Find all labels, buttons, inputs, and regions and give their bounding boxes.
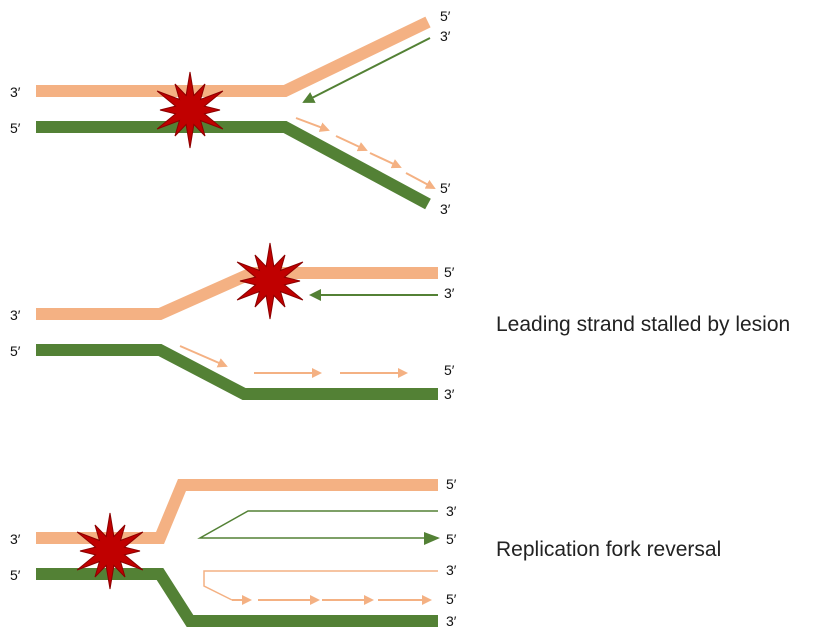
lesion-icon xyxy=(236,242,304,320)
strand-end-label: 3′ xyxy=(10,84,21,100)
nascent-fragment-arrow xyxy=(369,152,402,169)
parental-strand-bottom xyxy=(36,121,431,210)
strand-end-label: 5′ xyxy=(440,180,451,196)
strand-end-label: 3′ xyxy=(440,201,451,217)
nascent-fragment-arrow xyxy=(295,117,330,132)
parental-strand-top xyxy=(36,267,438,320)
strand-end-label: 3′ xyxy=(446,562,457,578)
parental-strand-bottom xyxy=(36,568,438,627)
nascent-fragment-arrow xyxy=(405,172,436,189)
strand-end-label: 3′ xyxy=(444,285,455,301)
panel-fork-with-lesion: 3′ 5′ 5′ 3′ 5′ 3′ xyxy=(10,8,451,217)
strand-end-label: 5′ xyxy=(10,343,21,359)
lesion-icon xyxy=(76,512,144,590)
strand-end-label: 3′ xyxy=(444,386,455,402)
parental-strand-top xyxy=(36,479,438,544)
strand-end-label: 3′ xyxy=(440,28,451,44)
strand-end-label: 3′ xyxy=(446,613,457,628)
strand-end-label: 5′ xyxy=(10,120,21,136)
caption-leading-strand-stalled: Leading strand stalled by lesion xyxy=(496,313,791,336)
strand-end-label: 5′ xyxy=(440,8,451,24)
strand-end-label: 3′ xyxy=(10,531,21,547)
lesion-icon xyxy=(156,71,224,149)
nascent-lagging-strand xyxy=(302,37,431,103)
strand-end-label: 5′ xyxy=(444,362,455,378)
panel-fork-reversal: 3′ 5′ 5′ 3′ 5′ 3′ 5′ 3′ xyxy=(10,476,457,629)
strand-end-label: 5′ xyxy=(446,476,457,492)
strand-end-label: 5′ xyxy=(444,264,455,280)
regressed-nascent-green xyxy=(197,510,438,539)
caption-fork-reversal: Replication fork reversal xyxy=(496,538,722,561)
strand-end-label: 3′ xyxy=(10,307,21,323)
parental-strand-top xyxy=(36,16,431,97)
nascent-leading-fragments xyxy=(295,117,436,189)
nascent-fragment-arrow xyxy=(179,345,228,368)
panel-leading-strand-stalled: 3′ 5′ 5′ 3′ 5′ 3′ xyxy=(10,242,455,402)
nascent-leading-fragments xyxy=(179,345,408,378)
nascent-fragment-arrow xyxy=(335,135,368,152)
strand-end-label: 5′ xyxy=(446,591,457,607)
strand-end-label: 5′ xyxy=(446,531,457,547)
parental-strand-bottom xyxy=(36,344,438,400)
nascent-arrowhead xyxy=(424,532,440,545)
strand-end-label: 3′ xyxy=(446,503,457,519)
strand-end-label: 5′ xyxy=(10,567,21,583)
regressed-nascent-orange xyxy=(203,570,438,601)
